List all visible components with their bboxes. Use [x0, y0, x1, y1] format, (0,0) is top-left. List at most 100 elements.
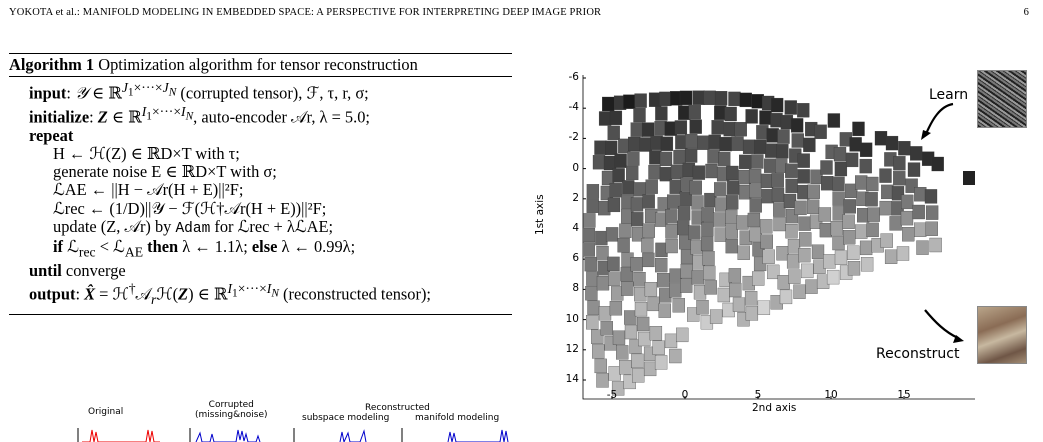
patch-tile [598, 306, 612, 321]
patch-tile [723, 121, 736, 137]
patch-tile [644, 282, 658, 297]
patch-tile [583, 213, 596, 228]
patch-tile [669, 283, 682, 298]
patch-tile [757, 300, 771, 315]
patch-tile [602, 96, 615, 112]
patch-tile [595, 230, 608, 246]
patch-tile [603, 155, 617, 171]
patch-tile [609, 301, 623, 316]
patch-tile [677, 220, 690, 235]
subspace-signal [339, 429, 367, 442]
patch-tile [776, 246, 789, 261]
patch-tile [724, 106, 737, 122]
patch-tile [674, 120, 688, 135]
patch-tile [689, 119, 702, 134]
patch-tile [764, 158, 777, 173]
patch-tile [845, 152, 859, 168]
patch-tile [803, 137, 816, 153]
learn-image [977, 70, 1027, 128]
patch-tile [770, 113, 783, 128]
patch-tile [680, 278, 693, 293]
patch-tile [594, 140, 607, 155]
label-corrupted: Corrupted (missing&noise) [195, 400, 268, 420]
patch-tile [857, 208, 870, 223]
patch-tile [688, 104, 701, 120]
patch-tile [592, 155, 606, 170]
patch-tile [914, 187, 927, 202]
x-tick-marks [611, 396, 905, 399]
patch-tile [665, 238, 678, 254]
patch-tile [867, 207, 880, 222]
reconstruct-image [977, 306, 1027, 364]
label-subspace: subspace modeling [302, 413, 390, 423]
patch-tile [711, 120, 724, 135]
patch-tile [642, 252, 655, 268]
patch-tile [860, 257, 874, 272]
patch-tile [896, 246, 910, 261]
algo-line-if: if ℒrec < ℒAE then λ ← 1.1λ; else λ ← 0.… [53, 237, 356, 260]
patch-tile [771, 173, 784, 188]
patch-tile [626, 165, 639, 181]
patch-tile [739, 154, 752, 170]
y-tick-label: -6 [568, 71, 579, 83]
patch-tile [806, 199, 820, 214]
algorithm-title: Optimization algorithm for tensor recons… [98, 55, 418, 74]
patch-tile [628, 136, 641, 152]
patch-tile [691, 195, 704, 210]
patch-tile [842, 214, 855, 229]
update-word: update (Z, 𝒜r) by [53, 217, 172, 237]
kw-repeat: repeat [29, 125, 74, 145]
patch-tile [726, 165, 739, 181]
patch-tile [773, 216, 786, 232]
patch-tile [594, 358, 607, 374]
patch-tile [627, 151, 640, 166]
patch-tile [749, 198, 762, 213]
patch-tile [879, 200, 892, 216]
patch-tile [689, 180, 702, 195]
patch-tile [708, 134, 721, 150]
x-tick-label: 15 [897, 389, 911, 401]
algorithm-label: Algorithm 1 [9, 55, 95, 74]
patch-tile [641, 238, 654, 253]
kw-initialize: initialize [29, 107, 90, 127]
patch-tile [798, 247, 811, 263]
patch-tile [612, 330, 626, 345]
patch-tile [794, 200, 807, 216]
patch-tile [859, 142, 873, 157]
patch-tile [760, 173, 774, 189]
algo-line-output: output: X̂ = ℋ†𝒜rℋ(Z) ∈ ℝI1×···×IN (reco… [29, 281, 431, 307]
patch-tile [788, 269, 801, 284]
patch-tile [912, 204, 925, 220]
patch-tile [620, 267, 634, 282]
reconstruct-arrowhead [953, 335, 964, 343]
patch-tile [744, 291, 758, 306]
patch-tile [745, 109, 758, 124]
patch-tile [852, 121, 865, 137]
patch-tile [582, 227, 596, 243]
label-original: Original [88, 407, 124, 417]
patch-tile [880, 233, 893, 248]
patch-tile [670, 164, 684, 180]
patch-tile [797, 103, 810, 118]
patch-tile [900, 210, 914, 226]
patch-tile [770, 97, 784, 113]
patch-tile [879, 168, 892, 183]
patch-tile [793, 284, 806, 299]
update-tail: for ℒrec + λℒAE; [214, 217, 334, 237]
patch-tile [799, 232, 812, 247]
patch-tile [673, 149, 686, 165]
patch-tile [591, 329, 604, 344]
kw-if: if [53, 237, 64, 257]
patch-tile [703, 90, 716, 105]
algo-line-repeat: repeat [9, 125, 512, 145]
patch-tile [760, 219, 773, 234]
kw-else: else [251, 237, 278, 257]
patch-tile [963, 171, 975, 185]
patch-tile [827, 113, 841, 128]
x-axis-label: 2nd axis [752, 402, 797, 414]
patch-tile [801, 263, 814, 279]
patch-tile [598, 111, 612, 126]
patch-tile [924, 189, 938, 204]
patch-tile [881, 184, 894, 200]
patch-tile [596, 276, 610, 291]
